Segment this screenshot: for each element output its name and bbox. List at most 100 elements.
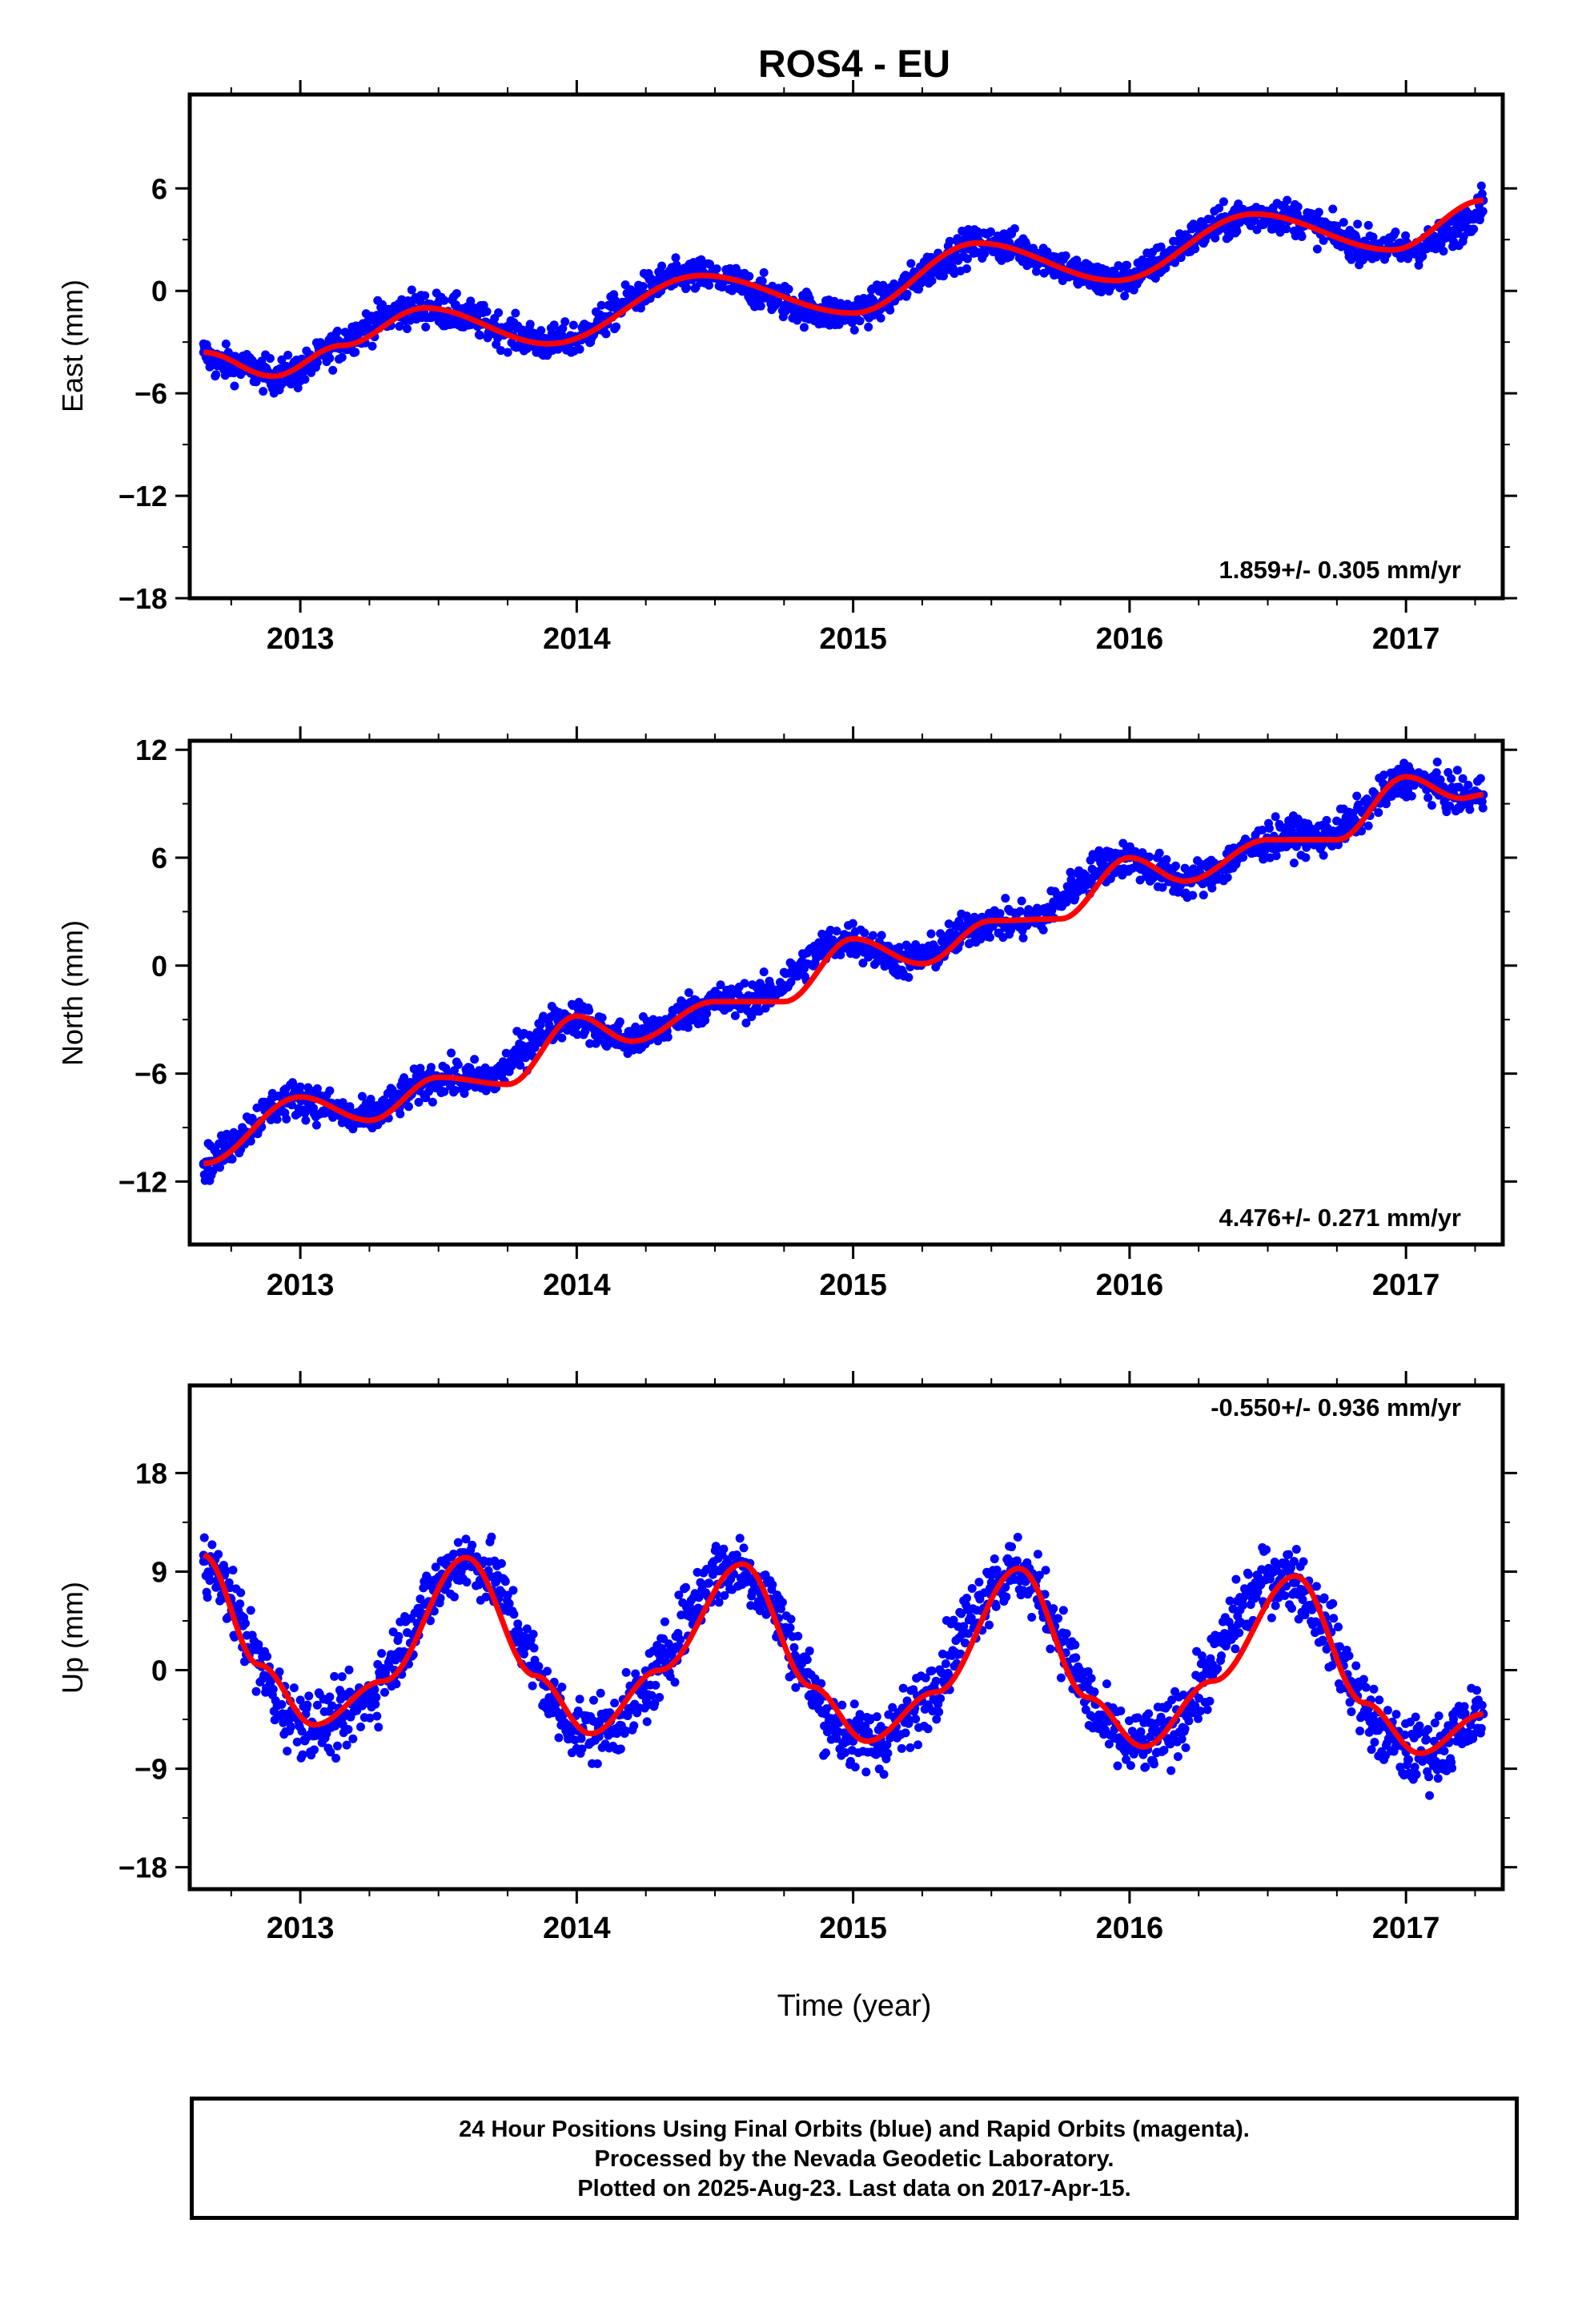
- data-point: [631, 1022, 640, 1031]
- data-point: [575, 1695, 584, 1704]
- data-point: [1207, 883, 1217, 893]
- data-point: [240, 1618, 250, 1628]
- data-point: [325, 1086, 335, 1096]
- data-point: [1271, 812, 1280, 822]
- data-point: [470, 1055, 480, 1064]
- data-point: [1102, 1679, 1111, 1689]
- data-point: [858, 959, 868, 968]
- data-point: [741, 1018, 751, 1027]
- data-point: [681, 1582, 691, 1592]
- data-point: [1353, 219, 1363, 229]
- data-point: [293, 383, 303, 392]
- data-point: [1090, 1687, 1099, 1697]
- data-point: [301, 1116, 311, 1125]
- data-point: [536, 326, 546, 336]
- data-point: [312, 1700, 322, 1710]
- data-point: [906, 259, 916, 268]
- data-point: [1239, 853, 1248, 862]
- y-tick-label: −12: [118, 1165, 167, 1198]
- data-point: [701, 1015, 710, 1025]
- data-point: [572, 1030, 582, 1039]
- data-point: [1396, 253, 1406, 263]
- data-point: [298, 1750, 307, 1759]
- data-point: [327, 1701, 337, 1711]
- data-point: [821, 1748, 831, 1758]
- up-plot-frame: [187, 1383, 1505, 1892]
- data-point: [575, 344, 584, 354]
- data-point: [494, 308, 504, 318]
- data-point: [588, 1695, 598, 1705]
- data-point: [985, 1620, 994, 1630]
- data-point: [426, 1063, 436, 1072]
- data-point: [1122, 260, 1132, 270]
- data-point: [496, 1558, 506, 1568]
- data-point: [584, 1006, 594, 1015]
- data-point: [805, 1647, 814, 1656]
- data-point: [1476, 181, 1486, 191]
- data-point: [1379, 770, 1389, 780]
- data-point: [529, 1643, 539, 1653]
- data-point: [980, 249, 990, 259]
- x-tick-label: 2013: [267, 1269, 335, 1302]
- data-point: [259, 387, 268, 396]
- north-plot-frame: [187, 738, 1505, 1247]
- data-point: [203, 1593, 212, 1602]
- data-point: [967, 1583, 977, 1593]
- data-point: [330, 1671, 339, 1681]
- rate-label-background: [1214, 554, 1466, 585]
- data-point: [414, 1097, 424, 1107]
- data-point: [394, 1631, 404, 1641]
- x-tick-label: 2016: [1096, 1912, 1164, 1945]
- x-tick-label: 2015: [819, 1269, 887, 1302]
- data-point: [452, 288, 461, 298]
- data-point: [1015, 907, 1025, 916]
- x-tick-label: 2015: [819, 622, 887, 656]
- data-point: [1061, 251, 1070, 260]
- x-tick-label: 2015: [819, 1912, 887, 1945]
- data-point: [283, 1747, 292, 1756]
- data-point: [520, 1053, 530, 1063]
- data-point: [1120, 292, 1130, 301]
- data-point: [207, 1540, 217, 1550]
- data-point: [1301, 853, 1311, 862]
- data-point: [289, 1683, 299, 1693]
- data-point: [1374, 808, 1383, 818]
- data-point: [670, 1678, 680, 1687]
- data-point: [927, 276, 937, 286]
- data-point: [199, 1533, 209, 1542]
- data-point: [558, 324, 568, 333]
- data-point: [304, 1691, 314, 1701]
- data-point: [676, 1634, 685, 1644]
- data-point: [460, 1088, 469, 1098]
- data-point: [585, 1039, 595, 1048]
- data-point: [785, 1623, 795, 1633]
- data-point: [528, 1681, 537, 1691]
- x-tick-label: 2014: [543, 622, 611, 656]
- data-point: [1401, 231, 1411, 240]
- data-point: [428, 1097, 437, 1107]
- data-point: [1038, 925, 1048, 935]
- data-point: [799, 323, 809, 332]
- data-point: [268, 1684, 278, 1694]
- data-point: [1154, 848, 1164, 858]
- data-point: [351, 348, 360, 357]
- chart-title: ROS4 - EU: [758, 43, 950, 86]
- north-rate-label: 4.476+/- 0.271 mm/yr: [1219, 1204, 1461, 1232]
- data-point: [745, 271, 754, 281]
- data-point: [214, 1550, 223, 1559]
- data-point: [440, 296, 449, 305]
- data-point: [342, 1740, 351, 1750]
- data-point: [1264, 823, 1274, 833]
- data-point: [962, 254, 972, 263]
- data-point: [923, 1724, 933, 1734]
- data-point: [1199, 891, 1208, 900]
- data-point: [1363, 220, 1373, 230]
- data-point: [1013, 1533, 1022, 1542]
- data-point: [221, 1566, 231, 1575]
- data-point: [1215, 203, 1224, 213]
- data-point: [885, 305, 895, 315]
- data-point: [1314, 207, 1323, 217]
- y-tick-label: −18: [118, 582, 167, 615]
- data-point: [1056, 1673, 1066, 1683]
- x-tick-label: 2017: [1372, 622, 1440, 656]
